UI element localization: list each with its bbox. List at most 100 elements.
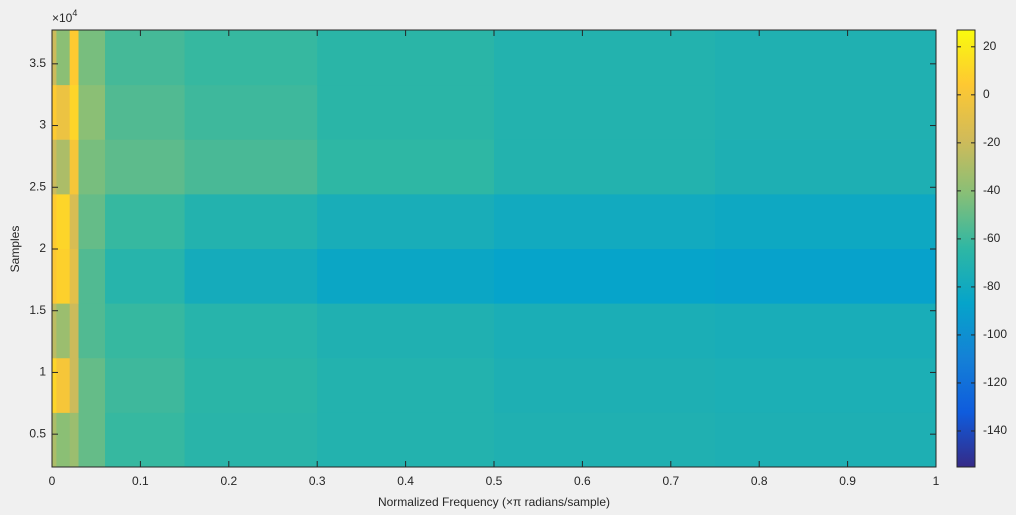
cell — [105, 139, 186, 195]
colorbar — [956, 29, 976, 468]
cell — [69, 248, 80, 304]
cell — [494, 139, 716, 195]
colorbar-tick-label: -60 — [983, 231, 1001, 245]
x-tick-label: 0.9 — [839, 474, 856, 488]
cell — [52, 248, 57, 304]
x-tick-label: 0 — [49, 474, 56, 488]
x-tick-label: 0.6 — [574, 474, 591, 488]
cell — [69, 139, 80, 195]
cell — [184, 303, 318, 359]
cell — [56, 303, 71, 359]
cell — [52, 303, 57, 359]
colorbar-tick-label: 20 — [983, 39, 997, 53]
cell — [78, 84, 106, 140]
cell — [317, 303, 495, 359]
x-tick-label: 0.2 — [220, 474, 237, 488]
y-multiplier: ×104 — [52, 8, 77, 25]
cell — [52, 30, 57, 86]
cell — [69, 412, 80, 468]
cell — [494, 30, 716, 86]
y-tick-label: 2 — [39, 241, 46, 255]
y-multiplier-exponent: 4 — [72, 8, 77, 18]
cell — [494, 357, 716, 413]
cell — [105, 84, 186, 140]
y-tick-label: 1 — [39, 365, 46, 379]
cell — [184, 30, 318, 86]
x-tick-label: 1 — [933, 474, 940, 488]
cell — [715, 139, 937, 195]
cell — [78, 193, 106, 249]
cell — [52, 193, 57, 249]
colorbar-tick-label: -20 — [983, 135, 1001, 149]
colorbar-tick-label: 0 — [983, 87, 990, 101]
cell — [105, 357, 186, 413]
cell — [52, 357, 57, 413]
cell — [78, 412, 106, 468]
x-axis-label: Normalized Frequency (×π radians/sample) — [378, 495, 610, 509]
cell — [715, 30, 937, 86]
cell — [317, 84, 495, 140]
cell — [184, 357, 318, 413]
cell — [78, 139, 106, 195]
cell — [494, 248, 716, 304]
cell — [184, 84, 318, 140]
cell — [69, 193, 80, 249]
cell — [105, 412, 186, 468]
cell — [105, 30, 186, 86]
colorbar-tick-label: -120 — [983, 375, 1007, 389]
cell — [715, 357, 937, 413]
cell — [52, 139, 57, 195]
colorbar-tick-label: -40 — [983, 183, 1001, 197]
cell — [494, 84, 716, 140]
y-tick-label: 3.5 — [29, 56, 46, 70]
cell — [56, 84, 71, 140]
x-tick-label: 0.8 — [751, 474, 768, 488]
cell — [715, 193, 937, 249]
cell — [69, 357, 80, 413]
cell — [69, 30, 80, 86]
cell — [69, 84, 80, 140]
cell — [56, 248, 71, 304]
y-tick-label: 3 — [39, 118, 46, 132]
colorbar-tick-label: -80 — [983, 279, 1001, 293]
cell — [494, 303, 716, 359]
cell — [715, 84, 937, 140]
cell — [56, 193, 71, 249]
y-multiplier-base: ×10 — [52, 11, 73, 25]
cell — [56, 139, 71, 195]
y-axis-label: Samples — [8, 226, 22, 273]
cell — [56, 412, 71, 468]
cell — [78, 30, 106, 86]
cell — [494, 193, 716, 249]
cell — [105, 303, 186, 359]
x-tick-label: 0.5 — [486, 474, 503, 488]
cell — [184, 193, 318, 249]
cell — [317, 193, 495, 249]
cell — [715, 412, 937, 468]
cell — [317, 139, 495, 195]
cell — [78, 357, 106, 413]
cell — [715, 303, 937, 359]
cell — [184, 139, 318, 195]
colorbar-tick-label: -140 — [983, 423, 1007, 437]
cell — [317, 30, 495, 86]
cell — [317, 357, 495, 413]
cell — [184, 248, 318, 304]
cell — [52, 84, 57, 140]
cell — [56, 357, 71, 413]
y-tick-label: 2.5 — [29, 179, 46, 193]
x-tick-label: 0.3 — [309, 474, 326, 488]
cell — [317, 412, 495, 468]
cell — [78, 303, 106, 359]
x-tick-label: 0.7 — [662, 474, 679, 488]
cell — [715, 248, 937, 304]
cell — [56, 30, 71, 86]
x-tick-label: 0.4 — [397, 474, 414, 488]
cell — [105, 193, 186, 249]
cell — [78, 248, 106, 304]
cell — [69, 303, 80, 359]
cell — [494, 412, 716, 468]
cell — [317, 248, 495, 304]
